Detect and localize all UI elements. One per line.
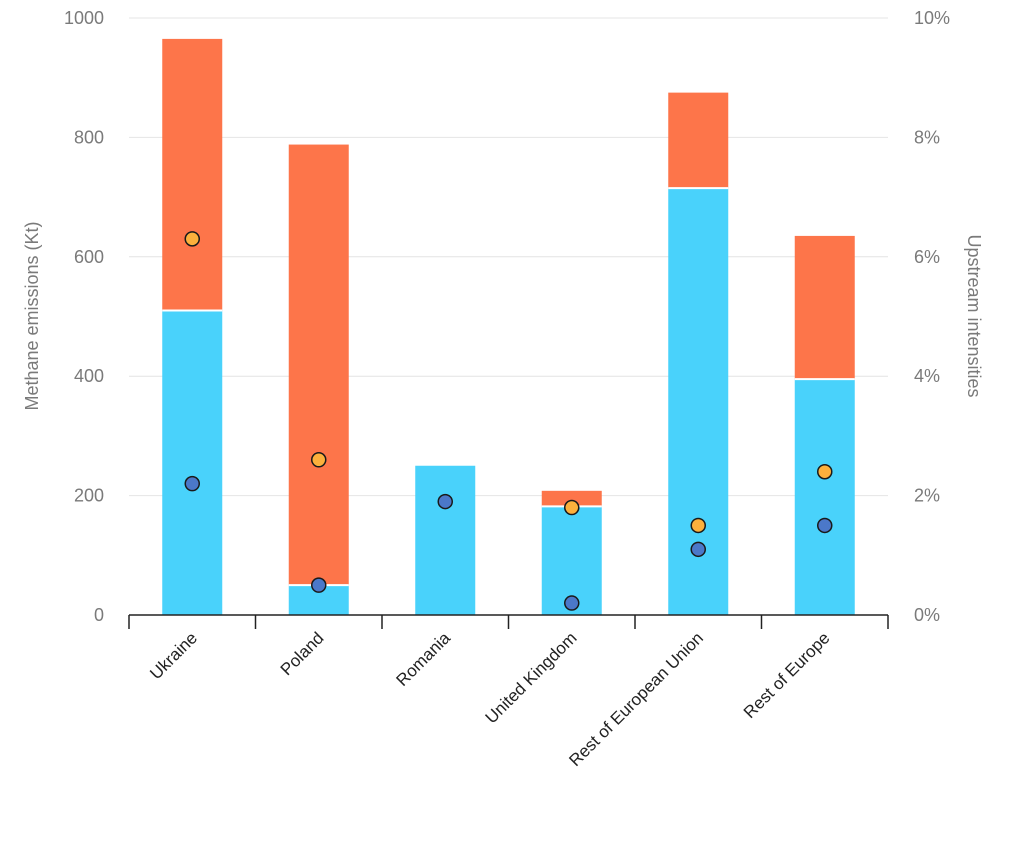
bar [541, 490, 602, 507]
point [311, 452, 327, 468]
y-axis-title: Methane emissions (Kt) [22, 221, 42, 410]
category-label: Rest of Europe [740, 628, 834, 722]
bar [668, 92, 729, 189]
y2-tick-labels: 0% 2% 4% 6% 8% 10% [914, 8, 950, 625]
y-tick-label: 600 [74, 247, 104, 267]
category-label: Ukraine [146, 628, 201, 683]
bar [288, 144, 349, 586]
axes [128, 614, 889, 629]
point [817, 517, 833, 534]
y2-axis-title: Upstream intensities [964, 234, 984, 397]
bars [162, 38, 855, 615]
y-tick-label: 0 [94, 605, 104, 625]
category-label: United Kingdom [482, 628, 581, 727]
points [184, 231, 833, 611]
point [311, 577, 327, 593]
y2-tick-label: 4% [914, 366, 940, 386]
y2-tick-label: 6% [914, 247, 940, 267]
point [437, 493, 453, 510]
point [564, 499, 580, 516]
y2-tick-label: 8% [914, 127, 940, 147]
y2-tick-label: 10% [914, 8, 950, 28]
point [184, 231, 200, 247]
gridlines [129, 17, 888, 497]
point [690, 541, 706, 558]
y-tick-label: 200 [74, 486, 104, 506]
bar [415, 465, 476, 615]
y-tick-label: 400 [74, 366, 104, 386]
y-tick-label: 1000 [64, 8, 104, 28]
y2-tick-label: 2% [914, 486, 940, 506]
y-tick-labels: 0 200 400 600 800 1000 [64, 8, 104, 625]
bar [162, 38, 223, 311]
bar [162, 310, 223, 615]
bar [794, 235, 855, 380]
point [564, 595, 580, 611]
y-tick-label: 800 [74, 127, 104, 147]
category-label: Poland [277, 628, 328, 679]
point [690, 517, 706, 534]
y2-tick-label: 0% [914, 605, 940, 625]
category-label: Romania [393, 628, 455, 690]
category-label: Rest of European Union [565, 628, 707, 770]
bar [794, 379, 855, 615]
point [184, 475, 200, 492]
point [817, 463, 833, 480]
